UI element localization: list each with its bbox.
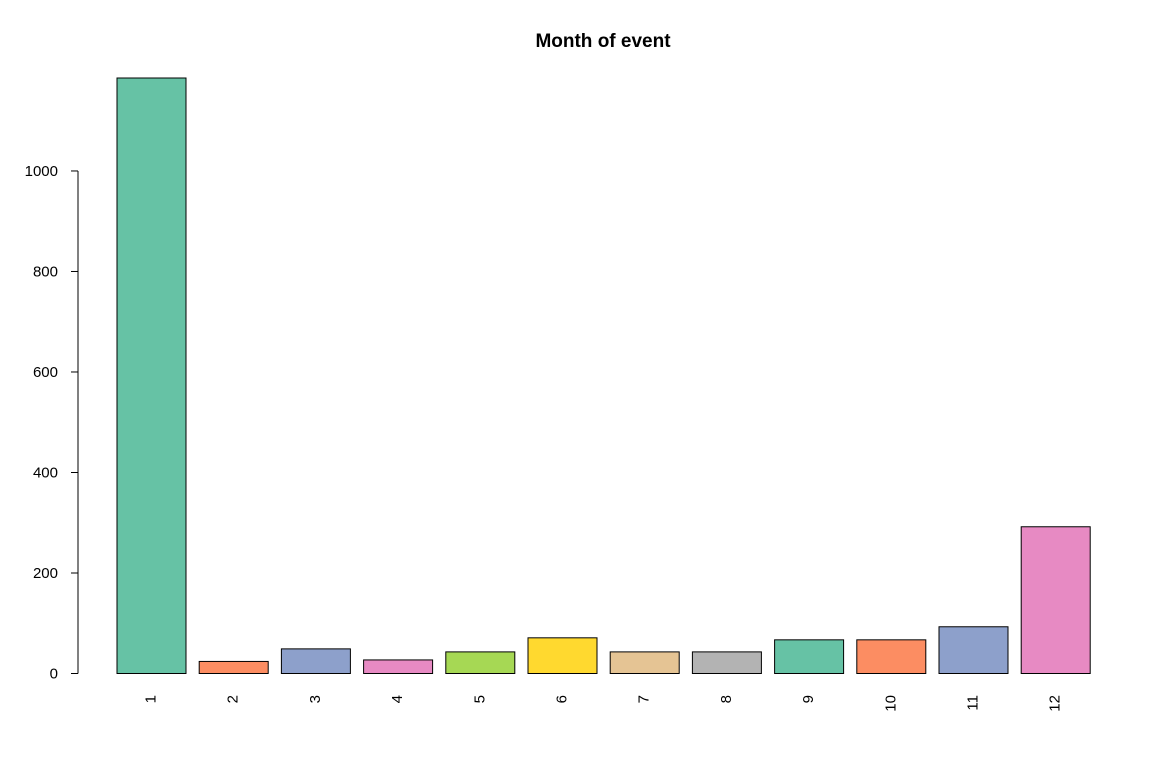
x-tick-label: 2 bbox=[225, 695, 242, 703]
x-tick-label: 9 bbox=[800, 695, 817, 703]
x-tick-label: 1 bbox=[142, 695, 159, 703]
bar-month-4 bbox=[363, 659, 434, 674]
bar-month-12 bbox=[1020, 526, 1091, 674]
x-tick-label: 7 bbox=[636, 695, 653, 703]
bar-month-2 bbox=[198, 660, 269, 675]
bar-month-11 bbox=[938, 626, 1009, 675]
x-tick-label: 3 bbox=[307, 695, 324, 703]
bars-group bbox=[116, 77, 1091, 675]
y-tick-label: 0 bbox=[50, 666, 58, 683]
y-tick-label: 600 bbox=[33, 364, 58, 381]
bar-month-3 bbox=[280, 648, 351, 675]
y-tick-label: 200 bbox=[33, 565, 58, 582]
bar-month-8 bbox=[691, 651, 762, 674]
x-tick-label: 11 bbox=[964, 695, 981, 711]
chart-title: Month of event bbox=[535, 31, 671, 52]
y-axis: 0 200 400 600 800 1000 bbox=[25, 163, 79, 683]
bar-month-10 bbox=[856, 639, 927, 675]
y-tick-label: 800 bbox=[33, 263, 58, 280]
x-tick-label: 12 bbox=[1047, 695, 1064, 712]
x-tick-label: 4 bbox=[389, 695, 406, 703]
x-tick-label: 8 bbox=[718, 695, 735, 703]
x-axis-labels: 1 2 3 4 5 6 7 8 9 10 11 12 bbox=[142, 695, 1063, 712]
bar-month-7 bbox=[609, 651, 680, 674]
x-tick-label: 5 bbox=[471, 695, 488, 703]
bar-month-5 bbox=[445, 651, 516, 674]
x-tick-label: 6 bbox=[553, 695, 570, 703]
y-tick-label: 400 bbox=[33, 464, 58, 481]
x-tick-label: 10 bbox=[882, 695, 899, 712]
bar-month-9 bbox=[774, 639, 845, 675]
bar-month-1 bbox=[116, 77, 187, 674]
bar-month-6 bbox=[527, 637, 598, 674]
y-tick-label: 1000 bbox=[25, 163, 58, 180]
